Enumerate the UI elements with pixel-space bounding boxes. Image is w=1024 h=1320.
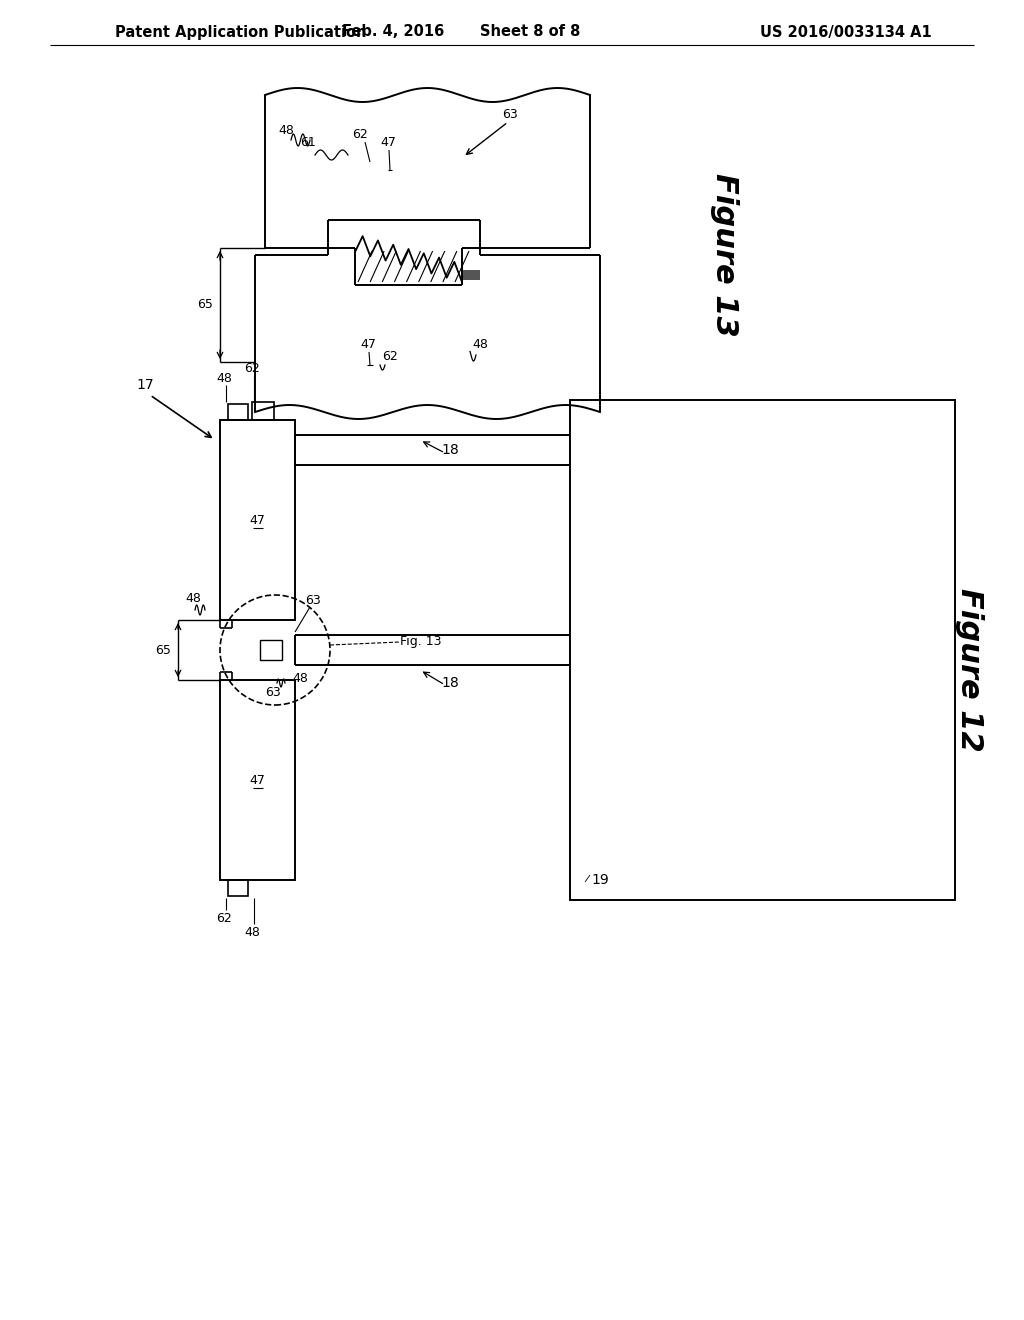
Text: US 2016/0033134 A1: US 2016/0033134 A1 xyxy=(760,25,932,40)
Text: 62: 62 xyxy=(352,128,368,141)
Text: 63: 63 xyxy=(265,685,281,698)
Text: 48: 48 xyxy=(472,338,488,351)
Text: 63: 63 xyxy=(502,108,518,121)
Bar xyxy=(228,880,248,896)
Text: 48: 48 xyxy=(292,672,308,685)
Text: Sheet 8 of 8: Sheet 8 of 8 xyxy=(480,25,581,40)
Bar xyxy=(462,271,480,280)
Text: 18: 18 xyxy=(441,676,459,690)
Bar xyxy=(252,403,273,420)
Text: 48: 48 xyxy=(244,925,260,939)
Text: 63: 63 xyxy=(305,594,321,606)
Text: 62: 62 xyxy=(216,912,231,924)
Text: Figure 12: Figure 12 xyxy=(955,589,984,752)
Bar xyxy=(220,680,295,880)
Bar xyxy=(570,400,955,900)
Text: 65: 65 xyxy=(155,644,171,656)
Bar xyxy=(228,404,248,420)
Text: 18: 18 xyxy=(441,444,459,457)
Text: 61: 61 xyxy=(300,136,315,149)
Text: 48: 48 xyxy=(185,591,201,605)
Text: Feb. 4, 2016: Feb. 4, 2016 xyxy=(342,25,444,40)
Text: Patent Application Publication: Patent Application Publication xyxy=(115,25,367,40)
Text: 62: 62 xyxy=(382,351,398,363)
Text: 62: 62 xyxy=(244,362,260,375)
Text: 48: 48 xyxy=(216,371,232,384)
Text: 47: 47 xyxy=(250,513,265,527)
Text: 47: 47 xyxy=(360,338,376,351)
Text: Figure 13: Figure 13 xyxy=(710,173,739,337)
Text: 17: 17 xyxy=(136,378,154,392)
Text: 19: 19 xyxy=(591,873,609,887)
Text: 47: 47 xyxy=(250,774,265,787)
Bar xyxy=(220,420,295,620)
Bar xyxy=(260,640,282,660)
Text: 65: 65 xyxy=(197,298,213,312)
Text: Fig. 13: Fig. 13 xyxy=(400,635,441,648)
Text: 47: 47 xyxy=(380,136,396,149)
Text: 48: 48 xyxy=(279,124,294,136)
